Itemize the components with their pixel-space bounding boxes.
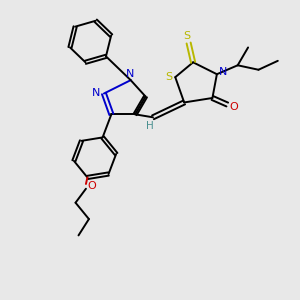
Text: O: O [230, 102, 238, 112]
Text: S: S [165, 72, 172, 82]
Text: S: S [184, 32, 191, 41]
Text: N: N [92, 88, 100, 98]
Text: H: H [146, 121, 153, 130]
Text: O: O [87, 182, 96, 191]
Text: N: N [126, 69, 134, 79]
Text: N: N [219, 67, 228, 77]
